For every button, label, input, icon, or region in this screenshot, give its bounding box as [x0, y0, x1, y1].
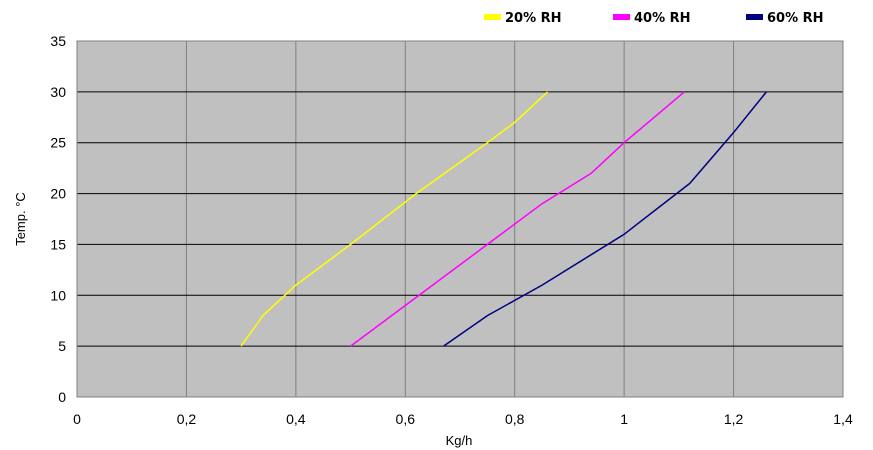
legend-swatch — [613, 14, 630, 20]
x-tick-label: 0,2 — [177, 411, 197, 427]
x-tick-label: 0,4 — [286, 411, 306, 427]
legend-label: 20% RH — [505, 11, 562, 26]
grid — [77, 41, 843, 397]
y-tick-label: 10 — [50, 287, 66, 303]
legend-label: 60% RH — [767, 11, 824, 26]
x-tick-label: 0,8 — [505, 411, 525, 427]
x-tick-label: 0 — [73, 411, 81, 427]
y-tick-label: 0 — [58, 389, 66, 405]
y-tick-label: 20 — [50, 186, 66, 202]
series-line-20-rh — [240, 91, 549, 347]
x-tick-label: 0,6 — [396, 411, 416, 427]
y-tick-label: 5 — [58, 338, 66, 354]
x-tick-labels: 0 0,2 0,4 0,6 0,8 1 1,2 1,4 — [73, 411, 853, 427]
y-tick-label: 30 — [50, 84, 66, 100]
series-line-40-rh — [350, 91, 685, 347]
x-axis-label: Kg/h — [446, 433, 473, 448]
y-tick-label: 15 — [50, 236, 66, 252]
legend-swatch — [484, 14, 501, 20]
y-tick-label: 35 — [50, 33, 66, 49]
legend-label: 40% RH — [634, 11, 691, 26]
plot-border — [76, 40, 844, 398]
x-tick-label: 1,2 — [724, 411, 744, 427]
y-tick-label: 25 — [50, 135, 66, 151]
y-axis-label: Temp. °C — [13, 192, 28, 246]
x-tick-label: 1 — [620, 411, 628, 427]
series-lines — [240, 91, 767, 347]
series-line-60-rh — [443, 91, 767, 347]
x-tick-label: 1,4 — [833, 411, 853, 427]
y-tick-labels: 0 5 10 15 20 25 30 35 — [50, 33, 66, 405]
legend-swatch — [746, 14, 763, 20]
legend: 20% RH 40% RH 60% RH — [484, 11, 824, 26]
plot-area — [77, 41, 843, 397]
